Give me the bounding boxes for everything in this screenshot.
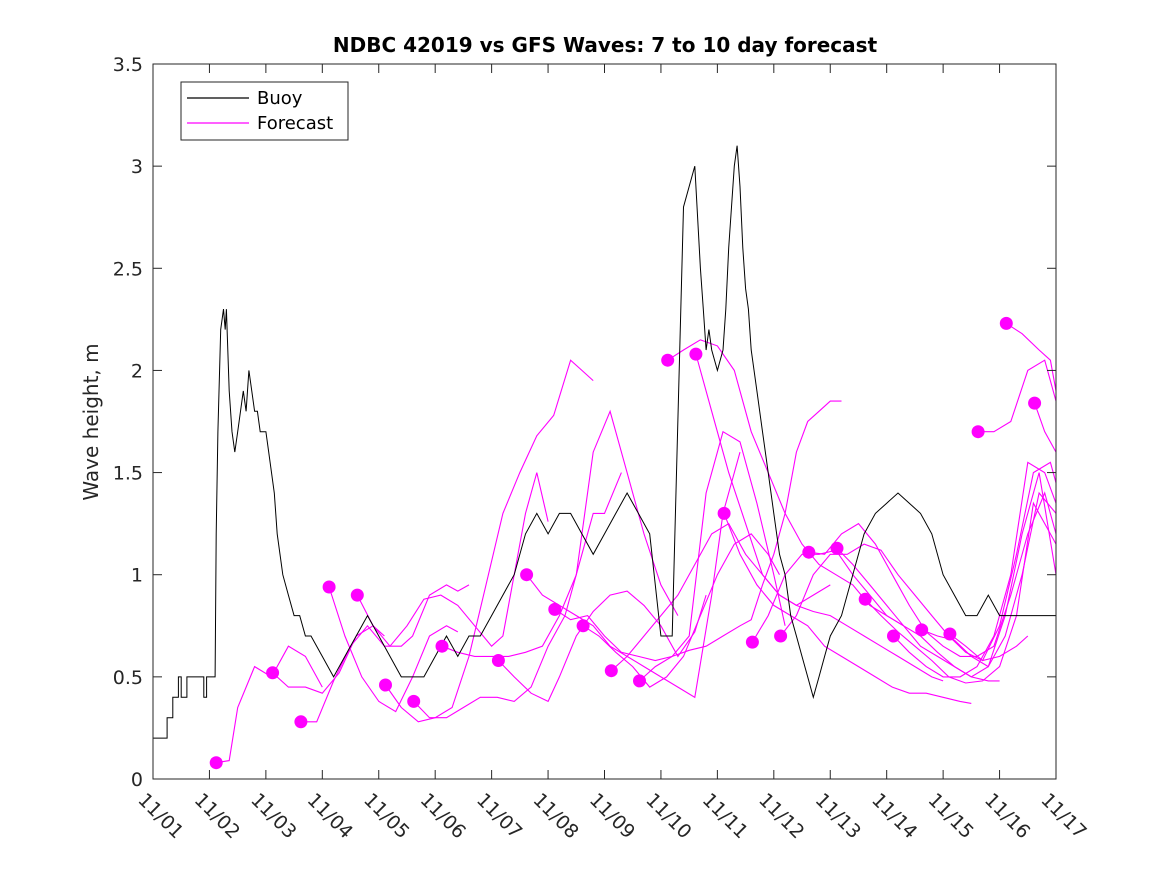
y-tick-label-2: 1 <box>131 565 143 587</box>
forecast-marker-17 <box>717 506 731 520</box>
forecast-marker-4 <box>322 580 336 594</box>
forecast-marker-12 <box>576 619 590 633</box>
forecast-marker-19 <box>774 629 788 643</box>
y-tick-label-3: 1.5 <box>113 463 143 485</box>
forecast-line-12 <box>582 533 780 688</box>
forecast-marker-11 <box>548 602 562 616</box>
forecast-marker-24 <box>915 623 929 637</box>
y-tick-label-5: 2.5 <box>113 258 143 280</box>
forecast-line-7 <box>413 472 622 719</box>
legend-label-forecast: Forecast <box>257 113 333 134</box>
forecast-marker-6 <box>379 678 392 692</box>
forecast-line-2 <box>272 625 385 694</box>
forecast-line-5 <box>356 472 549 648</box>
forecast-line-9 <box>498 590 707 703</box>
forecast-line-26 <box>978 359 1057 433</box>
forecast-line-20 <box>808 491 1057 657</box>
buoy-line <box>153 145 1056 739</box>
y-tick-label-4: 2 <box>131 360 143 382</box>
forecast-line-24 <box>921 491 1057 668</box>
legend: Buoy Forecast <box>180 81 349 141</box>
y-tick-label-6: 3 <box>131 156 143 178</box>
forecast-marker-2 <box>266 666 280 680</box>
forecast-line-17 <box>723 513 972 704</box>
forecast-marker-8 <box>435 639 449 653</box>
y-tick-label-0: 0 <box>131 769 143 791</box>
forecast-marker-9 <box>491 654 505 667</box>
forecast-line-14 <box>639 400 842 682</box>
forecast-line-23 <box>893 461 1057 678</box>
forecast-line-10 <box>526 451 741 699</box>
forecast-marker-27 <box>999 316 1013 330</box>
forecast-marker-5 <box>350 588 364 602</box>
forecast-marker-7 <box>407 694 421 708</box>
forecast-line-6 <box>385 359 594 723</box>
forecast-marker-16 <box>689 347 703 361</box>
forecast-marker-28 <box>1028 396 1042 410</box>
forecast-line-28 <box>1034 402 1057 453</box>
y-axis-label: Wave height, m <box>79 343 103 500</box>
forecast-line-4 <box>328 586 459 713</box>
forecast-marker-15 <box>661 353 675 367</box>
forecast-marker-21 <box>830 541 844 555</box>
forecast-marker-18 <box>745 635 759 649</box>
plot-area: 00.511.522.533.511/01 11/02 11/03 11/04 11/0… <box>113 54 1091 843</box>
y-tick-label-7: 3.5 <box>113 54 143 76</box>
forecast-marker-22 <box>858 592 872 606</box>
forecast-marker-13 <box>604 664 618 678</box>
forecast-line-16 <box>695 353 944 682</box>
legend-box <box>180 81 349 141</box>
forecast-marker-3 <box>294 715 308 729</box>
forecast-marker-25 <box>943 627 957 641</box>
axes-background <box>153 64 1056 779</box>
forecast-marker-23 <box>887 629 900 643</box>
forecast-marker-10 <box>520 568 534 582</box>
legend-label-buoy: Buoy <box>257 88 303 109</box>
forecast-line-1 <box>216 645 323 764</box>
chart-title: NDBC 42019 vs GFS Waves: 7 to 10 day for… <box>333 33 878 57</box>
y-tick-label-1: 0.5 <box>113 667 143 689</box>
forecast-marker-20 <box>802 545 816 559</box>
forecast-marker-14 <box>633 674 646 688</box>
forecast-line-21 <box>836 472 1057 678</box>
forecast-line-3 <box>300 584 470 723</box>
forecast-marker-1 <box>209 756 223 770</box>
forecast-line-25 <box>949 461 1057 662</box>
forecast-marker-26 <box>971 425 985 439</box>
